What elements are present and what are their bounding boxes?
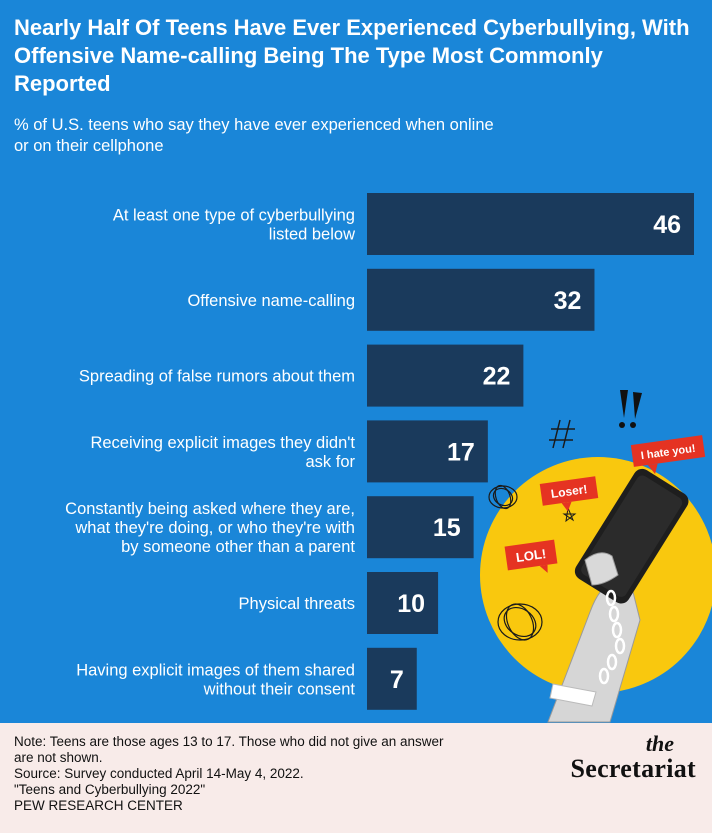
bubble-text: Loser! [550, 482, 588, 501]
bubble-text: LOL! [515, 546, 547, 565]
bar [367, 344, 524, 407]
bar [367, 193, 694, 255]
brand-name: Secretariat [570, 754, 696, 783]
wrist-cuff-icon [549, 683, 597, 707]
footer-org: PEW RESEARCH CENTER [14, 798, 183, 813]
scribble-top [488, 484, 518, 510]
category-label-line: Receiving explicit images they didn't [90, 434, 355, 452]
bar [367, 420, 488, 483]
bubble-i-hate-you: I hate you! [630, 435, 706, 475]
bar-value-label: 17 [447, 438, 475, 466]
footer-notes: Note: Teens are those ages 13 to 17. Tho… [14, 734, 514, 814]
category-label-line: Offensive name-calling [187, 292, 355, 310]
bar [367, 496, 474, 559]
bar-value-label: 10 [397, 590, 425, 618]
footer: Note: Teens are those ages 13 to 17. Tho… [0, 723, 712, 833]
footer-note: Note: Teens are those ages 13 to 17. Tho… [14, 734, 444, 765]
category-label-line: ask for [305, 453, 355, 471]
brand-prefix: the [645, 731, 674, 756]
bar-value-label: 7 [390, 666, 404, 694]
category-label-line: what they're doing, or who they're with [74, 519, 355, 537]
category-label: At least one type of cyberbullying listed… [113, 207, 355, 244]
footer-source: Source: Survey conducted April 14-May 4,… [14, 766, 304, 781]
bar [367, 647, 417, 710]
category-label-line: listed below [269, 226, 355, 244]
exclamation-icon [619, 390, 642, 428]
bubble-loser: Loser! [539, 476, 599, 512]
category-label-line: Physical threats [239, 595, 355, 613]
hand-icon [584, 552, 619, 586]
bubble-lol: LOL! [504, 539, 558, 573]
chart-title: Nearly Half Of Teens Have Ever Experienc… [14, 15, 690, 96]
category-label: Receiving explicit images they didn't ask… [90, 434, 355, 471]
star-doodle-icon [562, 506, 577, 523]
category-label: Offensive name-calling [187, 292, 355, 310]
category-label-line: At least one type of cyberbullying [113, 207, 355, 225]
category-label-line: Having explicit images of them shared [76, 661, 355, 679]
bar [367, 572, 439, 634]
brand-logo: the Secretariat [570, 733, 696, 783]
chain-icon [598, 589, 626, 685]
scribble-bottom [497, 603, 543, 641]
footer-report: "Teens and Cyberbullying 2022" [14, 782, 206, 797]
bar-value-label: 15 [433, 514, 461, 542]
category-label-line: without their consent [203, 680, 356, 698]
bar-value-label: 32 [554, 287, 582, 315]
category-label: Having explicit images of them shared wit… [76, 661, 355, 698]
hashtag-icon [549, 419, 575, 449]
chart-subtitle: % of U.S. teens who say they have ever e… [14, 116, 494, 155]
category-label-line: Constantly being asked where they are, [65, 500, 355, 518]
bar-chart: 46 At least one type of cyberbullying list… [65, 193, 694, 710]
bar-value-label: 22 [483, 363, 511, 391]
category-label-line: by someone other than a parent [121, 538, 355, 556]
bar-value-label: 46 [653, 211, 681, 239]
category-label-line: Spreading of false rumors about them [79, 368, 355, 386]
bar [367, 268, 595, 331]
category-label: Constantly being asked where they are, wh… [65, 500, 355, 556]
category-label: Spreading of false rumors about them [79, 368, 355, 386]
cyberbullying-illustration: I hate you! Loser! LOL! [480, 390, 712, 723]
category-label: Physical threats [239, 595, 355, 613]
